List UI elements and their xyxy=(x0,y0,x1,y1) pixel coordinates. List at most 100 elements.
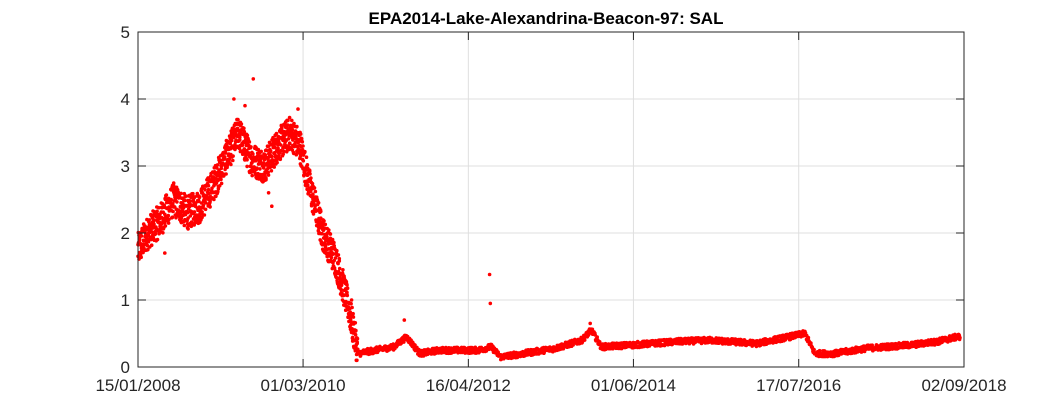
data-point xyxy=(329,255,334,260)
data-point xyxy=(163,224,168,228)
data-point xyxy=(192,210,197,214)
data-point xyxy=(261,161,266,165)
y-tick-label: 1 xyxy=(121,291,130,310)
data-point xyxy=(288,141,292,146)
data-point xyxy=(313,204,317,209)
data-point xyxy=(156,205,161,210)
data-point xyxy=(231,127,236,132)
data-point xyxy=(218,158,223,163)
data-point xyxy=(146,247,150,252)
data-point xyxy=(269,169,274,173)
data-point xyxy=(806,335,811,340)
data-point xyxy=(300,140,305,144)
data-point xyxy=(331,252,336,256)
data-point xyxy=(582,338,587,342)
data-point xyxy=(139,255,143,260)
data-point xyxy=(306,183,310,187)
data-point xyxy=(303,149,307,154)
data-point xyxy=(307,169,312,173)
data-point xyxy=(266,173,271,177)
data-point xyxy=(166,213,171,218)
data-point xyxy=(161,231,165,235)
data-point xyxy=(242,126,246,131)
data-point xyxy=(355,358,359,363)
data-point xyxy=(301,144,305,148)
chart-title: EPA2014-Lake-Alexandrina-Beacon-97: SAL xyxy=(369,9,724,28)
data-point xyxy=(325,234,329,239)
data-point xyxy=(313,189,318,194)
data-point xyxy=(214,194,218,199)
data-point xyxy=(322,226,327,230)
data-point xyxy=(487,272,492,277)
data-point xyxy=(141,250,145,255)
data-point xyxy=(285,123,290,127)
data-point xyxy=(319,209,323,214)
data-point xyxy=(223,151,228,155)
data-point xyxy=(488,301,493,306)
data-point xyxy=(206,183,211,188)
data-point xyxy=(355,341,360,346)
data-point xyxy=(595,335,599,339)
data-point xyxy=(809,341,813,345)
data-point xyxy=(345,283,349,287)
data-point xyxy=(255,166,259,170)
data-point xyxy=(170,215,175,219)
y-tick-labels: 0 1 2 3 4 5 xyxy=(121,23,130,377)
data-point xyxy=(299,136,304,141)
data-point xyxy=(353,321,358,325)
data-point xyxy=(338,278,343,282)
data-point xyxy=(272,165,277,169)
data-point xyxy=(332,240,336,245)
data-point xyxy=(171,209,175,214)
data-point xyxy=(182,223,187,228)
data-point xyxy=(215,163,220,167)
data-point xyxy=(812,347,816,352)
data-point xyxy=(287,115,292,120)
x-tick-label: 02/09/2018 xyxy=(921,376,1006,395)
data-point xyxy=(223,155,227,159)
x-tick-label: 16/04/2012 xyxy=(426,376,511,395)
data-point xyxy=(219,177,223,182)
data-point xyxy=(337,259,342,263)
data-point xyxy=(150,230,154,234)
data-point xyxy=(230,138,234,143)
data-point xyxy=(224,172,228,176)
data-point xyxy=(316,201,321,205)
data-point xyxy=(264,178,268,182)
data-point xyxy=(245,148,249,153)
data-point xyxy=(227,157,232,162)
data-point xyxy=(358,353,363,358)
data-point xyxy=(267,144,271,148)
x-tick-labels: 15/01/2008 01/03/2010 16/04/2012 01/06/2014… xyxy=(95,376,1006,395)
data-point xyxy=(402,318,407,322)
data-point xyxy=(231,158,235,163)
data-point xyxy=(245,133,250,138)
data-point xyxy=(273,145,277,150)
plot-frame xyxy=(137,31,965,368)
y-tick-label: 3 xyxy=(121,157,130,176)
data-point xyxy=(283,133,288,137)
data-point xyxy=(246,151,251,155)
x-tick-label: 01/06/2014 xyxy=(591,376,676,395)
data-point xyxy=(204,201,208,205)
data-point xyxy=(182,198,187,203)
data-point xyxy=(353,332,358,337)
data-point xyxy=(296,107,300,111)
data-point xyxy=(586,333,591,337)
data-point xyxy=(258,167,262,171)
data-point xyxy=(197,199,201,204)
data-point xyxy=(341,268,345,272)
data-point xyxy=(212,197,216,202)
data-point xyxy=(259,149,264,154)
data-point xyxy=(245,164,249,169)
data-point xyxy=(310,181,315,186)
data-point xyxy=(263,153,268,157)
data-point xyxy=(143,224,147,228)
data-point xyxy=(269,154,274,159)
data-point xyxy=(335,248,339,253)
data-point xyxy=(169,188,174,192)
data-point xyxy=(279,143,283,147)
data-point xyxy=(169,197,173,202)
data-point xyxy=(320,231,324,236)
